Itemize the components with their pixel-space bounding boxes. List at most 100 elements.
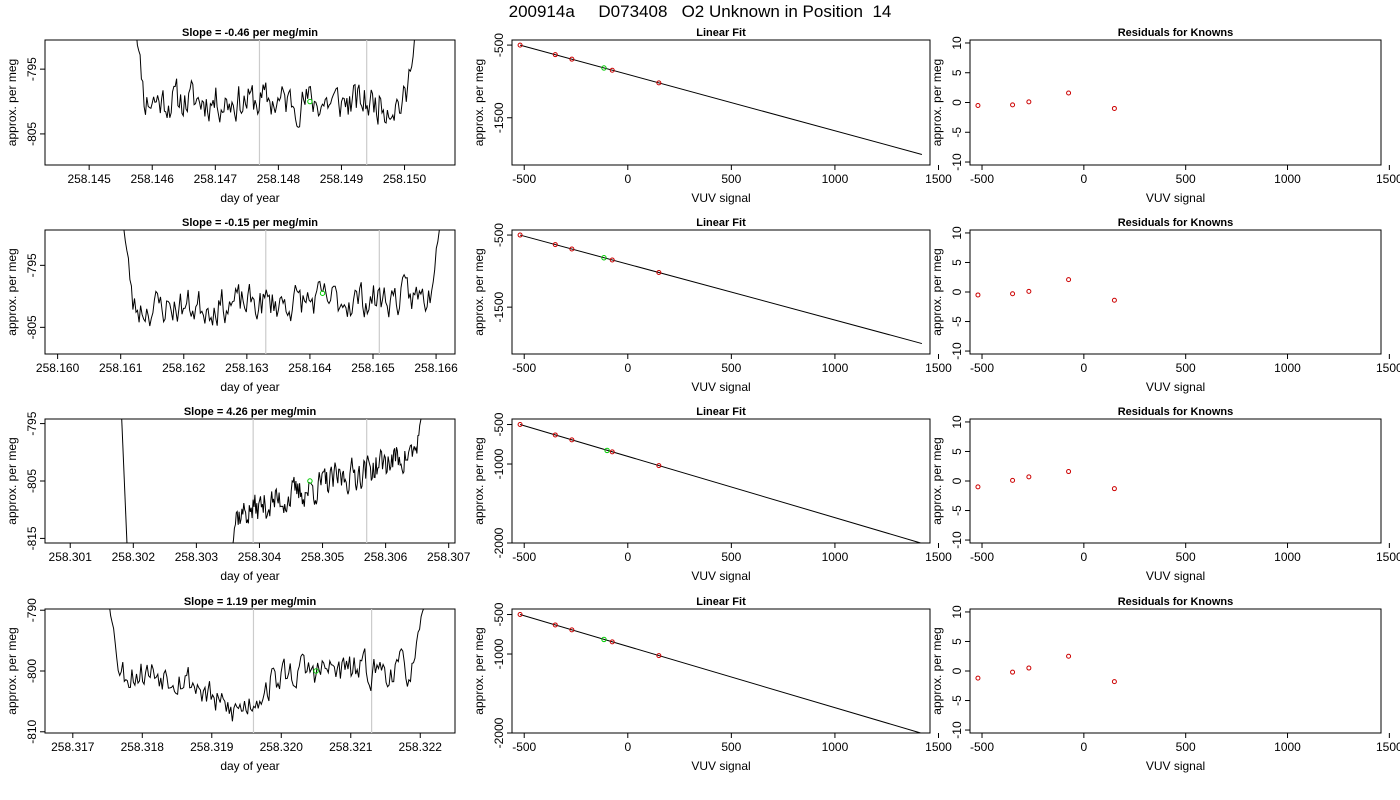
known-point — [569, 437, 575, 443]
x-tick-label: 0 — [624, 550, 631, 564]
known-point — [569, 246, 575, 252]
y-tick-label: -10 — [950, 153, 964, 171]
residual-point — [1026, 288, 1032, 294]
x-tick-label: 258.162 — [162, 361, 206, 375]
panel-title: Slope = 1.19 per meg/min — [184, 596, 317, 608]
x-tick-label: 258.145 — [67, 172, 111, 186]
y-tick-label: -795 — [25, 411, 39, 435]
residual-point — [1026, 665, 1032, 671]
panel-time-series-row-3: Slope = 4.26 per meg/min 258.301 258.302 25… — [5, 406, 471, 583]
plot-frame — [511, 608, 931, 734]
x-axis-label: VUV signal — [691, 380, 750, 394]
panel-title: Residuals for Knowns — [1118, 27, 1234, 39]
x-axis-label: day of year — [220, 759, 279, 773]
y-tick-label: 10 — [950, 226, 964, 240]
x-tick-label: 258.166 — [414, 361, 458, 375]
signal-trace — [109, 609, 425, 722]
known-point — [609, 449, 615, 455]
x-tick-label: 258.148 — [257, 172, 301, 186]
known-point — [656, 463, 662, 469]
plot-frame — [969, 418, 1382, 544]
signal-trace-segment — [121, 419, 128, 543]
panel-time-series-row-1: Slope = -0.46 per meg/min 258.145 258.146 2… — [5, 27, 456, 205]
known-point — [552, 622, 558, 628]
x-tick-label: 1500 — [1376, 550, 1400, 564]
panel-title: Linear Fit — [696, 217, 746, 229]
panel-linear-fit-row-4: Linear Fit -500 0 500 1000 1500 -500 -1000 -2000… — [472, 596, 952, 773]
x-tick-label: 0 — [1081, 361, 1088, 375]
y-tick-label: -795 — [25, 57, 39, 81]
residual-point — [1010, 477, 1016, 483]
known-point — [552, 52, 558, 58]
x-tick-label: -500 — [970, 550, 994, 564]
y-tick-label: -500 — [492, 33, 506, 57]
residual-point — [1111, 679, 1117, 685]
y-axis-label: approx. per meg — [472, 248, 486, 335]
y-tick-label: -10 — [950, 342, 964, 360]
plot-frame — [969, 39, 1382, 166]
plot-frame — [969, 608, 1382, 734]
unknown-point — [604, 447, 610, 454]
panel-residuals-row-2: Residuals for Knowns -500 0 500 1000 1500 -10 -… — [930, 217, 1400, 394]
y-tick-label: 0 — [950, 667, 964, 674]
known-point — [569, 56, 575, 62]
panel-title: Residuals for Knowns — [1118, 596, 1234, 608]
residual-point — [1066, 469, 1072, 475]
panel-linear-fit-row-2: Linear Fit -500 0 500 1000 1500 -500 -1500 VUV s… — [472, 217, 952, 394]
y-tick-label: 10 — [950, 36, 964, 50]
plot-frame — [44, 418, 456, 544]
x-tick-label: 0 — [1081, 550, 1088, 564]
x-tick-label: 1000 — [822, 361, 849, 375]
residual-point — [1111, 486, 1117, 492]
panel-title: Linear Fit — [696, 406, 746, 418]
y-axis-label: approx. per meg — [930, 627, 944, 714]
x-tick-label: -500 — [512, 550, 536, 564]
x-tick-label: 1500 — [925, 172, 952, 186]
known-point — [517, 42, 523, 48]
panel-title: Slope = 4.26 per meg/min — [184, 406, 317, 418]
plot-area — [517, 422, 923, 543]
y-axis-label: approx. per meg — [472, 59, 486, 146]
known-point — [517, 422, 523, 428]
x-axis-label: VUV signal — [691, 191, 750, 205]
residual-point — [975, 292, 981, 298]
x-tick-label: 258.147 — [194, 172, 238, 186]
y-tick-label: -815 — [25, 526, 39, 550]
plot-frame — [511, 39, 931, 166]
y-tick-label: -5 — [950, 316, 964, 327]
x-axis-label: VUV signal — [691, 569, 750, 583]
x-axis-label: VUV signal — [1146, 759, 1205, 773]
panel-residuals-row-3: Residuals for Knowns -500 0 500 1000 1500 -10 -… — [930, 406, 1400, 583]
y-tick-label: 10 — [950, 415, 964, 429]
x-tick-label: -500 — [512, 172, 536, 186]
panel-residuals-row-1: Residuals for Knowns -500 0 500 1000 1500 -10 -… — [930, 27, 1400, 205]
x-tick-label: 258.163 — [225, 361, 269, 375]
x-tick-label: 258.149 — [320, 172, 364, 186]
y-tick-label: 5 — [950, 259, 964, 266]
y-tick-label: -810 — [25, 719, 39, 743]
y-tick-label: 0 — [950, 99, 964, 106]
signal-trace — [136, 40, 415, 128]
x-tick-label: 0 — [1081, 740, 1088, 754]
y-tick-label: -805 — [25, 122, 39, 146]
x-tick-label: 0 — [1081, 172, 1088, 186]
x-tick-label: 1000 — [822, 550, 849, 564]
x-tick-label: 500 — [721, 740, 741, 754]
unknown-marker — [313, 668, 319, 674]
y-tick-label: -5 — [950, 127, 964, 138]
x-tick-label: -500 — [970, 361, 994, 375]
residual-point — [1026, 99, 1032, 105]
y-tick-label: -800 — [25, 659, 39, 683]
x-tick-label: 1000 — [822, 740, 849, 754]
x-tick-label: 258.146 — [131, 172, 175, 186]
plot-frame — [44, 39, 456, 166]
x-tick-label: 258.307 — [427, 550, 471, 564]
known-point — [552, 242, 558, 248]
plot-area — [517, 232, 923, 345]
y-tick-label: -10 — [950, 721, 964, 739]
x-tick-label: -500 — [970, 740, 994, 754]
y-tick-label: -805 — [25, 469, 39, 493]
y-axis-label: approx. per meg — [5, 437, 19, 524]
y-tick-label: 5 — [950, 448, 964, 455]
panel-title: Linear Fit — [696, 27, 746, 39]
